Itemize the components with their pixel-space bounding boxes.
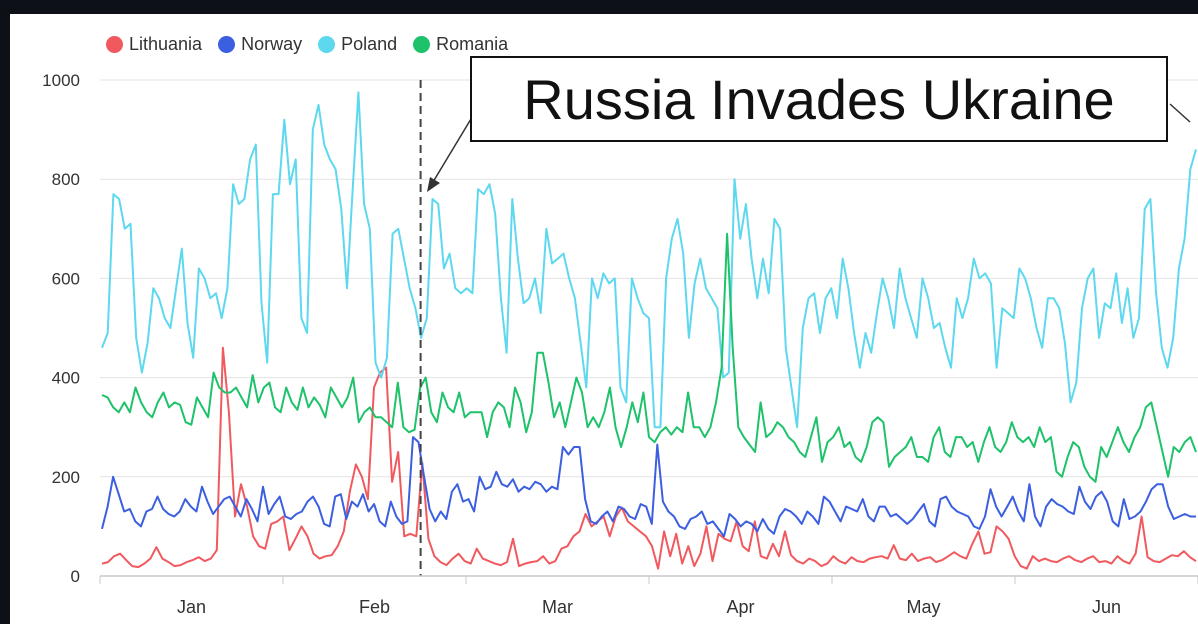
x-tick-label-jan: Jan — [177, 597, 206, 617]
annotation-text: Russia Invades Ukraine — [523, 67, 1115, 131]
series-line-lithuania — [101, 346, 1197, 570]
y-tick-label-600: 600 — [52, 269, 80, 288]
annotation-arrow-head — [427, 177, 440, 192]
y-tick-label-200: 200 — [52, 468, 80, 487]
y-tick-label-800: 800 — [52, 170, 80, 189]
legend-dot-lithuania — [106, 36, 123, 53]
legend-item-romania[interactable]: Romania — [413, 34, 508, 55]
x-tick-label-mar: Mar — [542, 597, 573, 617]
legend-label-norway: Norway — [241, 34, 303, 54]
annotation-second-arrow — [1169, 103, 1191, 123]
legend-label-romania: Romania — [436, 34, 509, 54]
annotation-box: Russia Invades Ukraine — [470, 56, 1168, 142]
legend-dot-poland — [318, 36, 336, 53]
series-lines — [101, 91, 1197, 570]
series-line-norway — [101, 436, 1196, 538]
chart-frame: 0 200 400 600 800 1000 Jan Feb Mar Apr May Jun Lith… — [10, 14, 1198, 624]
legend-item-norway[interactable]: Norway — [218, 34, 302, 55]
legend-dot-romania — [413, 36, 431, 53]
series-line-romania — [101, 232, 1197, 483]
line-chart: 0 200 400 600 800 1000 Jan Feb Mar Apr May Jun — [42, 71, 1198, 617]
x-tick-label-apr: Apr — [726, 597, 754, 617]
legend-dot-norway — [218, 36, 236, 53]
legend-item-lithuania[interactable]: Lithuania — [106, 34, 202, 55]
y-tick-label-0: 0 — [71, 567, 80, 586]
legend: Lithuania Norway Poland Romania — [106, 34, 508, 55]
series-line-poland — [101, 91, 1197, 429]
legend-label-lithuania: Lithuania — [129, 34, 203, 54]
legend-label-poland: Poland — [341, 34, 398, 54]
x-tick-label-may: May — [906, 597, 940, 617]
legend-item-poland[interactable]: Poland — [318, 34, 397, 55]
x-tick-label-feb: Feb — [359, 597, 390, 617]
y-tick-label-1000: 1000 — [42, 71, 80, 90]
y-tick-label-400: 400 — [52, 369, 80, 388]
event-marker — [419, 80, 1191, 576]
axes: 0 200 400 600 800 1000 Jan Feb Mar Apr May Jun — [42, 71, 1198, 617]
x-tick-label-jun: Jun — [1092, 597, 1121, 617]
